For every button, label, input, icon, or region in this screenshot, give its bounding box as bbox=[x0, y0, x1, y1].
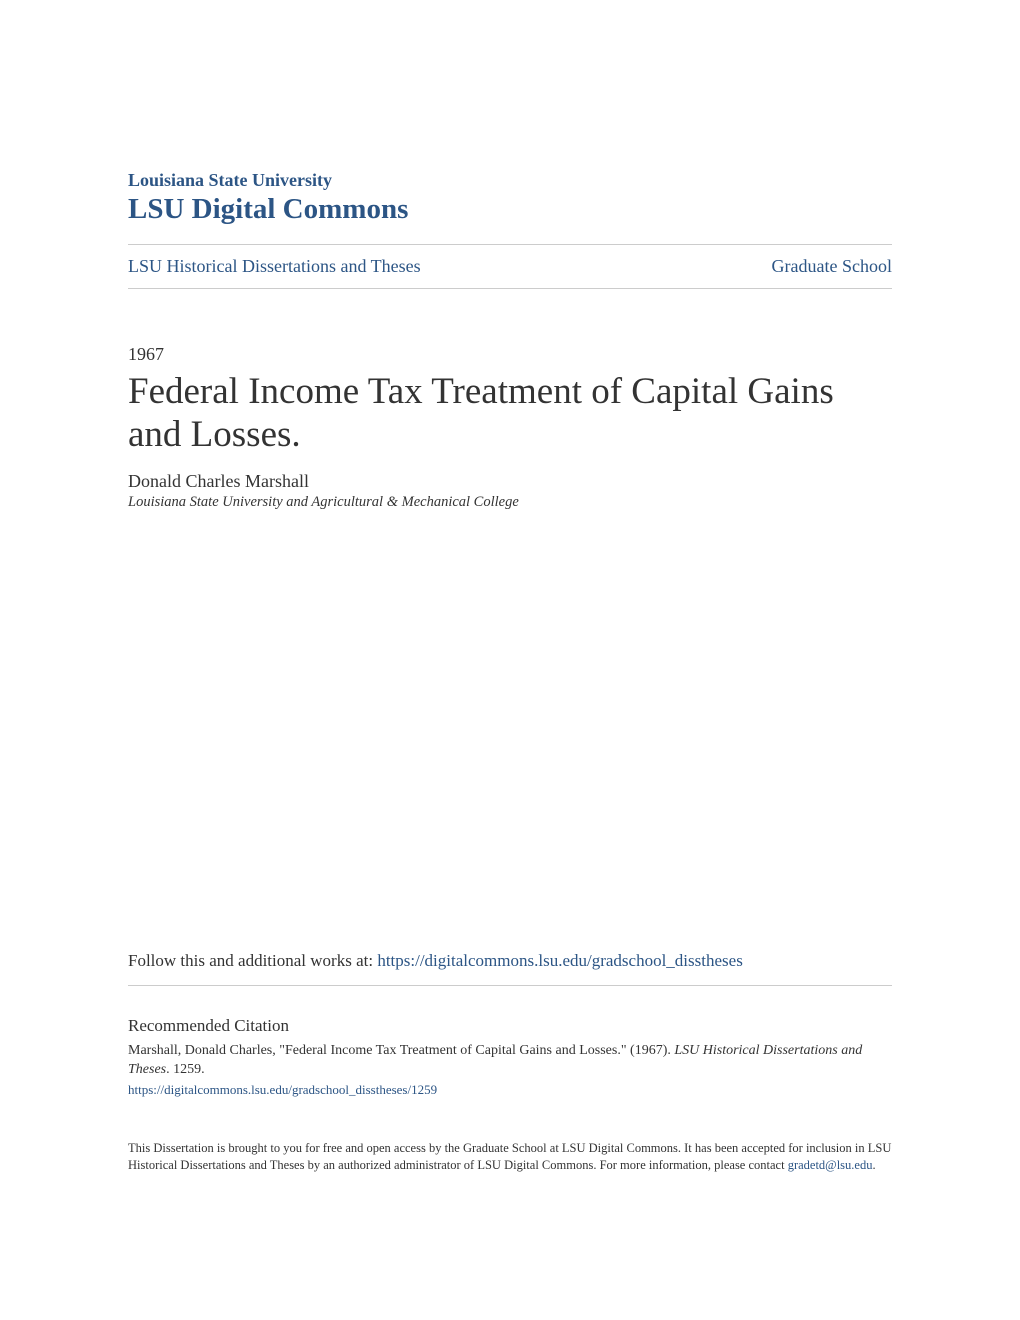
nav-link-collection[interactable]: LSU Historical Dissertations and Theses bbox=[128, 256, 421, 277]
citation-part2: . 1259. bbox=[166, 1062, 205, 1077]
citation-part1: Marshall, Donald Charles, "Federal Incom… bbox=[128, 1043, 674, 1058]
nav-link-school[interactable]: Graduate School bbox=[772, 256, 892, 277]
document-author: Donald Charles Marshall bbox=[128, 471, 892, 492]
divider-bottom bbox=[128, 288, 892, 289]
document-title: Federal Income Tax Treatment of Capital … bbox=[128, 371, 892, 456]
divider-citation bbox=[128, 985, 892, 986]
footer-text: This Dissertation is brought to you for … bbox=[128, 1140, 892, 1175]
footer-email-link[interactable]: gradetd@lsu.edu bbox=[788, 1158, 873, 1172]
nav-bar: LSU Historical Dissertations and Theses … bbox=[128, 245, 892, 288]
institution-label: Louisiana State University bbox=[128, 170, 892, 191]
follow-prefix: Follow this and additional works at: bbox=[128, 951, 377, 970]
repository-title[interactable]: LSU Digital Commons bbox=[128, 193, 892, 226]
follow-link[interactable]: https://digitalcommons.lsu.edu/gradschoo… bbox=[377, 951, 742, 970]
follow-section: Follow this and additional works at: htt… bbox=[128, 951, 892, 971]
citation-text: Marshall, Donald Charles, "Federal Incom… bbox=[128, 1042, 892, 1080]
citation-heading: Recommended Citation bbox=[128, 1016, 892, 1036]
document-year: 1967 bbox=[128, 344, 892, 365]
footer-part1: This Dissertation is brought to you for … bbox=[128, 1141, 891, 1173]
footer-part2: . bbox=[872, 1158, 875, 1172]
document-affiliation: Louisiana State University and Agricultu… bbox=[128, 494, 892, 511]
citation-section: Recommended Citation Marshall, Donald Ch… bbox=[128, 1004, 892, 1098]
citation-link[interactable]: https://digitalcommons.lsu.edu/gradschoo… bbox=[128, 1082, 892, 1098]
